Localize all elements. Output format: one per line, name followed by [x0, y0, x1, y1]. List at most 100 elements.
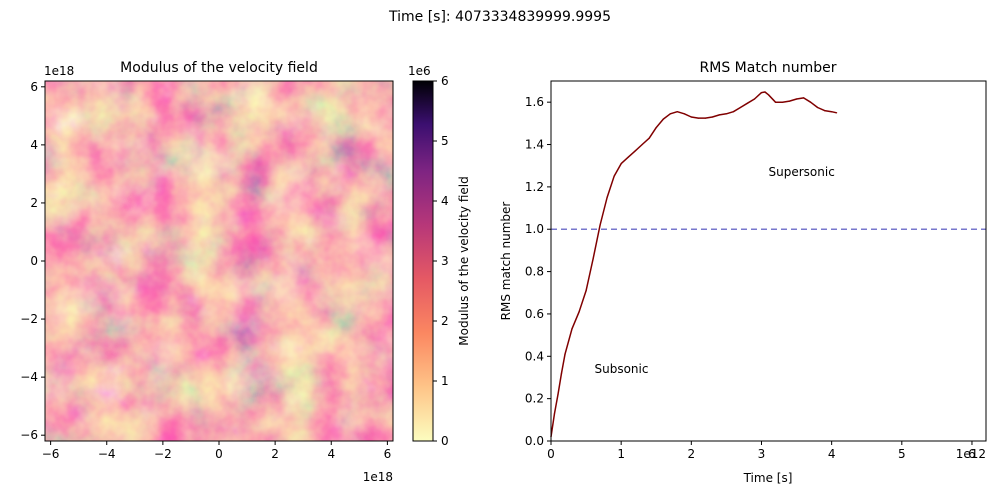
rms-mach-point: [781, 101, 784, 103]
rms-mach-point: [753, 98, 756, 100]
rms-mach-point: [571, 328, 573, 330]
rms-mach-point: [831, 111, 833, 113]
figure-suptitle: Time [s]: 4073334839999.9995: [388, 9, 611, 25]
colorbar-tick-label: 5: [441, 134, 449, 148]
annotation-supersonic: Supersonic: [769, 165, 835, 179]
rms-mach-point: [817, 106, 819, 109]
rms-mach-point: [592, 258, 594, 260]
rms-mach-point: [553, 412, 556, 415]
heatmap-title: Modulus of the velocity field: [120, 60, 318, 76]
heatmap-y-tick-label: −2: [20, 312, 38, 326]
heatmap-y-tick-label: 6: [30, 80, 38, 94]
heatmap-x-tick-label: 2: [271, 447, 279, 461]
rms-mach-point: [810, 101, 812, 103]
line-x-tick-label: 0: [547, 447, 555, 461]
rms-mach-point: [836, 112, 838, 114]
line-x-label: Time [s]: [743, 471, 793, 485]
colorbar-tick-label: 2: [441, 314, 449, 328]
colorbar-tick-label: 4: [441, 194, 449, 208]
rms-mach-point: [585, 290, 587, 292]
line-y-tick-label: 0.6: [525, 307, 544, 321]
rms-mach-point: [764, 91, 766, 93]
line-x-tick-label: 5: [898, 447, 906, 461]
rms-mach-point: [767, 94, 770, 96]
heatmap-x-tick-label: −6: [42, 447, 60, 461]
colorbar-offset: 1e6: [408, 64, 431, 78]
heatmap-y-tick-label: −6: [20, 428, 38, 442]
heatmap-y-tick-label: 4: [30, 138, 38, 152]
line-y-tick-label: 0.0: [525, 434, 544, 448]
line-y-label: RMS match number: [499, 202, 513, 321]
rms-mach-point: [746, 102, 749, 104]
rms-mach-point: [774, 101, 777, 103]
line-x-tick-label: 4: [828, 447, 836, 461]
heatmap-y-tick-label: 2: [30, 196, 38, 210]
rms-mach-point: [662, 118, 664, 120]
colorbar-axis: 0 1 2 3 4 5 6: [433, 74, 449, 448]
heatmap-y-tick-label: 0: [30, 254, 38, 268]
rms-mach-point: [711, 116, 714, 118]
line-y-tick-label: 0.4: [525, 349, 544, 363]
rms-mach-point: [676, 111, 678, 113]
line-x-axis: 0 1 2 3 4 5 6: [547, 441, 976, 461]
line-plot-frame: [550, 80, 987, 442]
heatmap-x-tick-label: 6: [384, 447, 392, 461]
rms-mach-point: [725, 113, 728, 115]
line-x-tick-label: 3: [758, 447, 766, 461]
colorbar-tick-label: 1: [441, 374, 449, 388]
rms-mach-point: [564, 353, 566, 355]
rms-mach-point: [578, 311, 580, 313]
rms-mach-point: [732, 111, 735, 113]
line-y-axis: 0.0 0.2 0.4 0.6 0.8 1.0 1.2 1.4 1.6: [525, 95, 551, 448]
line-x-offset: 1e12: [956, 447, 986, 461]
heatmap-x-offset: 1e18: [363, 470, 393, 484]
heatmap-x-tick-label: 4: [327, 447, 335, 461]
line-y-tick-label: 0.2: [525, 392, 544, 406]
rms-mach-point: [697, 117, 699, 119]
rms-mach-point: [627, 156, 629, 158]
heatmap-x-tick-label: −2: [154, 447, 172, 461]
line-y-tick-label: 0.8: [525, 265, 544, 279]
rms-mach-point: [613, 175, 615, 177]
heatmap-x-tick-label: 0: [215, 447, 223, 461]
heatmap-x-axis: −6 −4 −2 0 2 4 6: [42, 441, 391, 461]
heatmap-panel: Modulus of the velocity field −6 −4 −2 0 2 4 6…: [20, 60, 394, 484]
rms-mach-point: [683, 113, 685, 115]
rms-mach-series-points: [550, 91, 838, 438]
line-plot-area: [551, 81, 986, 441]
rms-mach-point: [560, 372, 563, 374]
rms-mach-point: [599, 224, 601, 226]
annotation-subsonic: Subsonic: [595, 362, 649, 376]
rms-mach-point: [655, 127, 657, 129]
line-y-tick-label: 1.2: [525, 180, 544, 194]
line-y-tick-label: 1.0: [525, 222, 544, 236]
line-chart-title: RMS Match number: [700, 60, 837, 76]
line-panel: RMS Match number 0 1 2 3 4 5 6 0.0 0.2 0.4 0.6 0.8…: [499, 60, 987, 485]
rms-mach-point: [760, 92, 763, 94]
line-x-tick-label: 2: [688, 447, 696, 461]
colorbar-gradient: [412, 80, 434, 442]
rms-mach-point: [690, 116, 692, 118]
rms-mach-point: [557, 393, 559, 395]
colorbar-label: Modulus of the velocity field: [457, 176, 471, 345]
rms-mach-point: [620, 163, 622, 165]
rms-mach-point: [788, 100, 791, 102]
heatmap-y-tick-label: −4: [20, 370, 38, 384]
heatmap-y-offset: 1e18: [44, 64, 74, 78]
rms-mach-point: [606, 196, 608, 199]
rms-mach-point: [634, 150, 636, 152]
rms-mach-point: [648, 137, 650, 139]
rms-mach-point: [704, 117, 707, 119]
colorbar-tick-label: 0: [441, 434, 449, 448]
line-x-tick-label: 1: [617, 447, 625, 461]
rms-mach-point: [641, 143, 643, 146]
rms-mach-point: [803, 97, 805, 99]
rms-mach-point: [739, 106, 742, 109]
colorbar: 0 1 2 3 4 5 6 1e6 Modulus of the velocity fiel…: [408, 64, 471, 448]
line-y-tick-label: 1.6: [525, 95, 544, 109]
line-x-tick-label: 6: [968, 447, 976, 461]
heatmap-y-axis: −6 −4 −2 0 2 4 6: [20, 80, 45, 442]
colorbar-tick-label: 3: [441, 254, 449, 268]
heatmap-x-tick-label: −4: [98, 447, 116, 461]
